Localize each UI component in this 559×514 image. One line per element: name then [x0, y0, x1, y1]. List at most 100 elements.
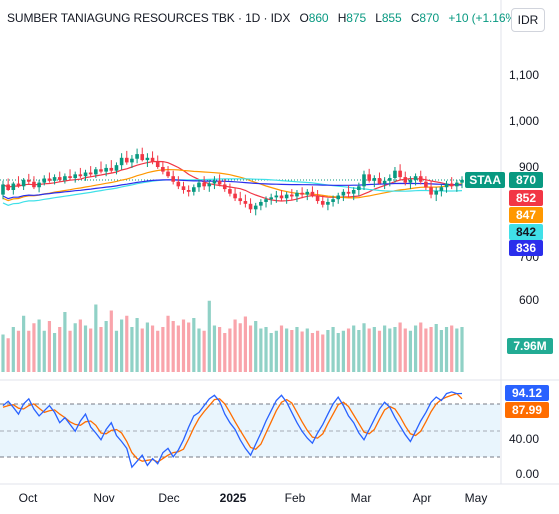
- volume-bar: [1, 334, 5, 372]
- stochastic-lines: [2, 391, 463, 469]
- volume-bar: [58, 327, 62, 372]
- currency-button[interactable]: IDR: [511, 8, 545, 32]
- volume-bar: [16, 330, 21, 372]
- candle-body: [6, 184, 10, 190]
- candle-body: [1, 184, 5, 195]
- candle-body: [326, 201, 330, 205]
- price-tick-900: 900: [518, 160, 539, 174]
- candle-body: [47, 178, 52, 181]
- volume-bar: [212, 325, 217, 372]
- volume-bar: [238, 323, 242, 372]
- candle-body: [32, 181, 36, 188]
- candle-body: [372, 178, 377, 181]
- candle-body: [243, 201, 248, 204]
- volume-bar: [223, 333, 227, 372]
- time-label-dec: Dec: [158, 491, 180, 505]
- volume-bar: [367, 328, 371, 372]
- volume-bar: [181, 319, 186, 372]
- volume-bar: [187, 322, 191, 372]
- candle-body: [11, 183, 16, 190]
- candle-body: [114, 165, 119, 171]
- close-label: C: [410, 11, 420, 25]
- candle-body: [403, 177, 408, 183]
- volume-bar: [357, 330, 361, 372]
- volume-bar: [202, 330, 206, 372]
- volume-bar: [419, 322, 423, 372]
- volume-bar: [243, 316, 247, 372]
- volume-bar: [89, 328, 93, 372]
- volume-bar: [372, 327, 376, 372]
- ma1-price-tag: 852: [509, 190, 543, 206]
- candle-body: [197, 182, 201, 188]
- candle-body: [248, 203, 253, 210]
- candle-body: [155, 161, 160, 167]
- open-value: 860: [308, 11, 329, 25]
- candle-body: [351, 190, 356, 194]
- candle-body: [130, 158, 134, 163]
- candle-body: [42, 178, 47, 183]
- volume-bar: [310, 333, 315, 372]
- candle-body: [300, 192, 304, 195]
- candle-body: [377, 178, 382, 184]
- volume-bar: [166, 315, 170, 372]
- ma4-price-tag: 836: [509, 240, 543, 256]
- symbol-title[interactable]: SUMBER TANIAGUNG RESOURCES TBK · 1D · ID…: [7, 11, 291, 25]
- candle-body: [398, 170, 402, 178]
- time-label-oct: Oct: [18, 491, 38, 505]
- candle-body: [26, 179, 31, 182]
- volume-bar: [68, 330, 72, 372]
- volume-bar: [228, 328, 232, 372]
- price-tick-600: 600: [518, 293, 539, 307]
- time-label-feb: Feb: [284, 491, 306, 505]
- candle-body: [295, 192, 299, 197]
- volume-bar: [78, 319, 82, 372]
- volume-bar: [52, 333, 57, 372]
- candle-body: [202, 182, 206, 187]
- volume-bar: [439, 330, 443, 372]
- volume-bar: [125, 315, 129, 372]
- candle-body: [357, 186, 361, 190]
- candle-body: [341, 191, 346, 196]
- volume-bar: [269, 333, 273, 372]
- candle-body: [140, 154, 145, 161]
- stoch-k-tag: 94.12: [505, 385, 549, 401]
- candle-body: [68, 176, 72, 179]
- volume-bar: [37, 319, 41, 372]
- moving-averages: [2, 160, 463, 206]
- volume-bar: [300, 331, 304, 372]
- candle-body: [346, 191, 351, 194]
- high-value: 875: [346, 11, 367, 25]
- volume-bar: [264, 327, 268, 372]
- candle-body: [222, 184, 227, 190]
- volume-tag: 7.96M: [507, 338, 553, 354]
- volume-bar: [346, 328, 351, 372]
- stoch-tick-40: 40.00: [508, 432, 539, 446]
- volume-bar: [388, 328, 392, 372]
- ma2-price-tag: 847: [509, 207, 543, 223]
- volume-bar: [377, 330, 382, 372]
- candle-body: [434, 190, 439, 195]
- stoch-d-tag: 87.99: [505, 402, 549, 418]
- candle-body: [124, 157, 129, 163]
- volume-bar: [274, 330, 278, 372]
- candle-body: [150, 157, 155, 162]
- volume-bar: [233, 319, 237, 372]
- low-label: L: [375, 11, 382, 25]
- volume-bar: [218, 327, 222, 372]
- candle-body: [78, 174, 83, 177]
- volume-bar: [290, 330, 294, 372]
- candle-body: [274, 195, 279, 198]
- volume-bar: [94, 304, 98, 372]
- volume-bar: [429, 327, 433, 372]
- volume-bars: [1, 300, 464, 372]
- candle-body: [37, 182, 41, 188]
- volume-bar: [341, 330, 345, 372]
- volume-bar: [73, 323, 77, 372]
- volume-bar: [42, 330, 46, 372]
- price-tick-1100: 1,100: [508, 68, 539, 82]
- candle-body: [176, 181, 181, 187]
- volume-bar: [63, 312, 67, 372]
- change-value: +10 (+1.16%): [448, 11, 520, 25]
- volume-bar: [140, 328, 144, 372]
